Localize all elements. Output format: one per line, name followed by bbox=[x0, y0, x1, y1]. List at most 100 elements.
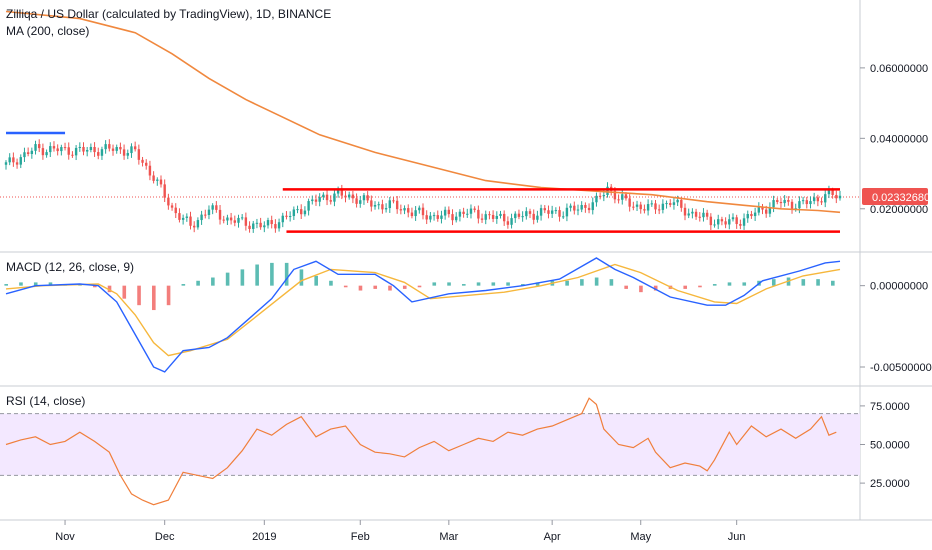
candle-body bbox=[333, 193, 336, 202]
candle-body bbox=[373, 205, 377, 207]
candle-body bbox=[584, 205, 587, 208]
macd-histogram-bar bbox=[225, 272, 230, 286]
candle-body bbox=[248, 225, 251, 229]
candle-body bbox=[222, 219, 225, 221]
macd-line bbox=[5, 257, 841, 373]
macd-histogram-bar bbox=[402, 285, 407, 289]
candle-body bbox=[97, 152, 100, 156]
candle-body bbox=[359, 200, 362, 204]
candle-body bbox=[15, 162, 19, 165]
rsi-axis-tick-label: 25.0000 bbox=[870, 478, 910, 490]
candle-body bbox=[562, 216, 565, 218]
candle-body bbox=[776, 200, 779, 203]
candle-body bbox=[344, 195, 347, 198]
rsi-line bbox=[5, 397, 837, 506]
candle-body bbox=[167, 197, 170, 206]
candle-body bbox=[702, 212, 705, 218]
candle-body bbox=[536, 215, 539, 220]
candle-body bbox=[473, 208, 476, 210]
candle-body bbox=[440, 215, 443, 219]
candle-body bbox=[624, 194, 628, 199]
candle-body bbox=[425, 215, 428, 220]
candle-body bbox=[838, 195, 842, 199]
macd-histogram-bar bbox=[166, 285, 171, 306]
macd-histogram-bar bbox=[4, 284, 8, 286]
macd-histogram-bar bbox=[152, 285, 156, 311]
candle-body bbox=[554, 210, 558, 212]
time-axis-tick-label: May bbox=[630, 531, 651, 543]
candle-body bbox=[52, 146, 56, 149]
candle-body bbox=[178, 213, 181, 220]
macd-histogram-bar bbox=[107, 285, 112, 293]
candle-body bbox=[429, 215, 432, 220]
candle-body bbox=[621, 194, 624, 200]
candle-body bbox=[580, 205, 583, 210]
candle-body bbox=[263, 225, 266, 228]
candle-body bbox=[41, 148, 45, 156]
price-badge-label: 0.02332680 bbox=[872, 192, 930, 204]
macd-histogram-bar bbox=[255, 264, 259, 286]
candle-body bbox=[314, 199, 318, 202]
candle-body bbox=[237, 217, 240, 223]
candle-body bbox=[45, 152, 48, 156]
candle-body bbox=[145, 162, 148, 166]
candle-body bbox=[148, 165, 152, 176]
candle-body bbox=[576, 209, 580, 211]
candle-body bbox=[735, 217, 738, 225]
macd-histogram-bar bbox=[624, 285, 628, 289]
macd-histogram-bar bbox=[240, 269, 245, 286]
candle-body bbox=[521, 216, 524, 218]
candle-body bbox=[152, 175, 155, 181]
candle-body bbox=[266, 220, 270, 226]
candle-body bbox=[104, 144, 107, 150]
main-title: Zilliqa / US Dollar (calculated by Tradi… bbox=[6, 7, 331, 21]
candle-body bbox=[325, 194, 329, 201]
candle-body bbox=[713, 224, 716, 226]
macd-histogram-bar bbox=[683, 285, 688, 289]
macd-histogram-bar bbox=[137, 285, 141, 306]
price-badge-box bbox=[862, 188, 928, 206]
macd-histogram-bar bbox=[432, 282, 437, 286]
macd-histogram-bar bbox=[565, 280, 569, 286]
macd-histogram-bar bbox=[491, 282, 496, 286]
candle-body bbox=[56, 148, 59, 152]
candle-body bbox=[421, 207, 425, 216]
candle-body bbox=[728, 219, 731, 225]
candle-body bbox=[831, 189, 834, 195]
candle-body bbox=[60, 147, 63, 152]
candle-body bbox=[447, 209, 451, 215]
candle-body bbox=[798, 201, 801, 209]
macd-histogram-bar bbox=[343, 285, 348, 288]
candle-body bbox=[739, 224, 742, 226]
macd-histogram-bar bbox=[211, 277, 215, 286]
candle-body bbox=[547, 210, 550, 214]
candle-body bbox=[669, 203, 672, 205]
rsi-axis-tick-label: 50.0000 bbox=[870, 440, 910, 452]
candle-body bbox=[455, 216, 458, 221]
candle-body bbox=[8, 157, 11, 163]
candle-body bbox=[705, 212, 709, 217]
candle-body bbox=[805, 200, 808, 205]
rsi-title: RSI (14, close) bbox=[6, 394, 85, 408]
candle-body bbox=[108, 144, 111, 149]
macd-histogram-bar bbox=[122, 285, 127, 299]
candle-body bbox=[296, 209, 299, 211]
macd-histogram-bar bbox=[521, 284, 525, 286]
macd-histogram-bar bbox=[270, 262, 274, 286]
candle-body bbox=[746, 214, 749, 219]
candle-body bbox=[488, 214, 491, 216]
price-axis-tick-label: 0.04000000 bbox=[870, 133, 928, 145]
candle-body bbox=[683, 207, 687, 216]
candle-body bbox=[303, 210, 307, 215]
candle-body bbox=[635, 204, 639, 207]
candle-body bbox=[451, 214, 454, 221]
candle-body bbox=[226, 217, 229, 221]
candle-body bbox=[63, 147, 67, 149]
time-axis-tick-label: Nov bbox=[55, 531, 75, 543]
macd-histogram-bar bbox=[92, 285, 97, 288]
candle-body bbox=[613, 190, 617, 200]
candle-body bbox=[329, 200, 332, 202]
candle-body bbox=[156, 179, 159, 181]
macd-histogram-bar bbox=[609, 279, 614, 286]
macd-histogram-bar bbox=[447, 282, 451, 286]
